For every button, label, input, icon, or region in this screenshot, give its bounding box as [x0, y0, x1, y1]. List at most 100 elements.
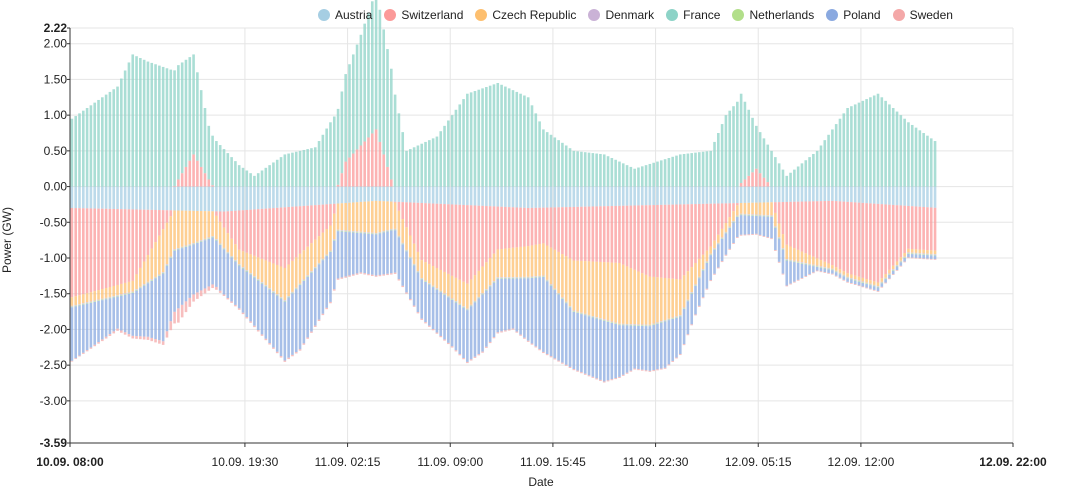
bar-column: [131, 54, 135, 339]
bar-segment-poland: [766, 216, 770, 238]
bar-segment-netherlands: [599, 318, 602, 320]
bar-segment-switzerland: [192, 154, 195, 187]
bar-segment-denmark: [800, 262, 804, 263]
bar-segment-czech-republic: [158, 235, 161, 275]
bar-column: [192, 54, 195, 302]
bar-segment-czech-republic: [222, 227, 226, 248]
legend-item-switzerland[interactable]: Switzerland: [384, 8, 463, 22]
bar-segment-denmark: [576, 311, 579, 313]
bar-segment-sweden: [329, 301, 332, 304]
bar-segment-switzerland: [294, 206, 298, 258]
bar-segment-austria: [397, 186, 401, 202]
legend-item-austria[interactable]: Austria: [318, 8, 372, 22]
bar-column: [568, 148, 572, 369]
bar-segment-sweden: [770, 238, 773, 240]
bar-column: [739, 93, 743, 236]
bar-segment-france: [587, 152, 591, 187]
legend-item-sweden[interactable]: Sweden: [892, 8, 953, 22]
bar-segment-poland: [659, 322, 663, 369]
bar-segment-switzerland: [321, 204, 325, 233]
bar-segment-france: [713, 141, 716, 187]
bar-segment-austria: [671, 186, 674, 205]
bar-segment-denmark: [831, 268, 834, 270]
bar-segment-netherlands: [872, 285, 876, 287]
bar-column: [82, 110, 85, 354]
bar-segment-czech-republic: [382, 201, 386, 231]
bar-column: [762, 138, 766, 237]
bar-segment-switzerland: [298, 206, 302, 254]
bar-segment-denmark: [420, 278, 424, 279]
bar-segment-sweden: [709, 280, 713, 282]
bar-segment-denmark: [492, 281, 496, 282]
y-tick-label: 1.00: [44, 108, 68, 122]
bar-segment-austria: [370, 186, 374, 202]
legend-item-denmark[interactable]: Denmark: [588, 8, 654, 22]
bar-column: [458, 104, 462, 356]
bar-segment-netherlands: [618, 324, 621, 326]
bar-segment-denmark: [538, 275, 541, 277]
bar-segment-austria: [732, 186, 735, 204]
bar-segment-netherlands: [177, 248, 180, 250]
legend-item-poland[interactable]: Poland: [826, 8, 881, 22]
bar-segment-poland: [910, 254, 914, 258]
legend-item-france[interactable]: France: [666, 8, 720, 22]
bar-segment-austria: [519, 186, 522, 208]
bar-segment-poland: [374, 234, 378, 276]
bar-segment-poland: [713, 249, 716, 274]
bar-segment-france: [796, 166, 800, 187]
y-tick-label: -3.59: [40, 436, 68, 450]
bar-segment-switzerland: [306, 205, 309, 247]
bar-segment-poland: [378, 233, 382, 275]
bar-segment-switzerland: [621, 205, 625, 265]
bar-segment-poland: [466, 310, 469, 362]
bar-column: [196, 72, 199, 299]
bar-segment-france: [572, 150, 576, 187]
bar-segment-czech-republic: [488, 258, 492, 286]
bar-segment-poland: [610, 322, 614, 380]
bar-segment-sweden: [918, 258, 922, 259]
bar-segment-sweden: [249, 321, 252, 323]
bar-segment-france: [800, 163, 804, 187]
bar-column: [287, 153, 290, 360]
bar-segment-poland: [420, 279, 424, 319]
bar-segment-czech-republic: [428, 264, 431, 284]
bar-segment-sweden: [287, 357, 290, 360]
bar-segment-switzerland: [454, 204, 458, 278]
bar-segment-czech-republic: [697, 258, 701, 277]
bar-segment-netherlands: [101, 299, 104, 301]
bar-segment-sweden: [644, 370, 648, 372]
bar-segment-austria: [294, 186, 298, 207]
y-axis-label: Power (GW): [0, 207, 14, 273]
bar-segment-sweden: [466, 361, 469, 364]
legend-item-netherlands[interactable]: Netherlands: [732, 8, 814, 22]
bar-column: [557, 140, 560, 362]
bar-column: [481, 88, 484, 353]
bar-column: [595, 153, 598, 380]
bar-segment-france: [237, 165, 241, 187]
bar-segment-austria: [435, 186, 439, 204]
bar-segment-czech-republic: [659, 277, 663, 322]
bar-segment-poland: [511, 278, 515, 329]
bar-column: [123, 70, 127, 335]
bar-column: [177, 65, 180, 323]
bar-segment-switzerland: [774, 202, 777, 213]
bar-segment-czech-republic: [234, 244, 237, 261]
legend-item-czech-republic[interactable]: Czech Republic: [475, 8, 576, 22]
bar-segment-denmark: [142, 284, 146, 285]
bar-segment-france: [367, 12, 370, 138]
bar-segment-austria: [420, 186, 424, 203]
bar-segment-france: [599, 153, 602, 187]
bar-segment-austria: [587, 186, 591, 207]
bar-segment-sweden: [732, 243, 735, 244]
bar-segment-austria: [348, 186, 351, 203]
bar-segment-austria: [450, 186, 454, 205]
bar-segment-sweden: [412, 305, 416, 307]
bar-segment-denmark: [466, 308, 469, 310]
bar-segment-austria: [199, 186, 203, 212]
bar-segment-france: [545, 132, 549, 187]
bar-segment-switzerland: [420, 203, 424, 261]
bar-segment-poland: [618, 325, 621, 377]
bar-segment-france: [180, 62, 184, 174]
bar-column: [610, 158, 614, 381]
bar-segment-poland: [580, 314, 583, 373]
